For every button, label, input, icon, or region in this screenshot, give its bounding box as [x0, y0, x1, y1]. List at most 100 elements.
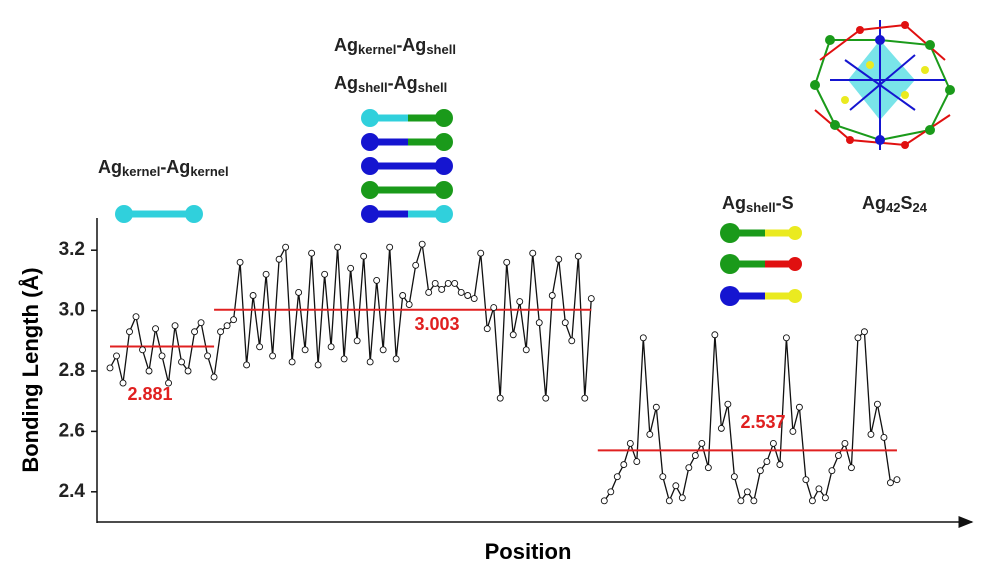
label-part: S	[900, 193, 912, 213]
data-point	[854, 334, 862, 342]
data-point	[483, 325, 491, 333]
data-point	[633, 458, 641, 466]
data-point	[171, 322, 179, 330]
bond-label: Agshell-S	[722, 193, 794, 216]
label-part: shell	[418, 80, 448, 95]
data-point	[587, 295, 595, 302]
label-part: Ag	[98, 157, 122, 177]
data-point	[217, 328, 225, 336]
data-point	[191, 328, 199, 336]
data-point	[425, 289, 433, 296]
data-point	[490, 304, 498, 312]
data-point	[204, 352, 212, 360]
data-point	[269, 352, 277, 360]
mean-label: 3.003	[414, 314, 459, 334]
data-point	[730, 473, 738, 481]
data-point	[126, 328, 133, 336]
mean-label: 2.881	[127, 384, 172, 404]
data-point	[672, 482, 680, 490]
data-point	[223, 322, 231, 330]
data-point	[353, 337, 361, 345]
data-point	[360, 252, 368, 260]
data-point	[867, 430, 875, 438]
data-point	[860, 328, 868, 336]
data-point	[522, 346, 530, 354]
data-point	[535, 319, 543, 327]
data-point	[275, 255, 283, 263]
data-point	[529, 249, 537, 257]
label-part: shell	[746, 200, 776, 215]
data-point	[880, 433, 888, 441]
data-point	[470, 295, 478, 302]
label-part: -Ag	[396, 35, 426, 55]
data-point	[165, 379, 172, 387]
data-point	[887, 479, 894, 487]
bond-icons	[115, 109, 802, 306]
mean-label: 2.537	[740, 412, 785, 432]
cluster-image	[810, 20, 955, 150]
data-point	[321, 270, 329, 278]
data-point	[236, 258, 244, 266]
data-point	[249, 292, 257, 299]
data-point	[691, 452, 699, 460]
data-point	[308, 249, 316, 257]
y-tick-label: 2.8	[59, 360, 85, 381]
label-part: kernel	[122, 164, 160, 179]
y-tick-label: 3.2	[59, 239, 85, 260]
data-point	[821, 494, 829, 502]
data-point	[295, 289, 303, 296]
data-point	[561, 319, 569, 327]
data-point	[659, 473, 667, 481]
data-point	[327, 343, 335, 351]
data-point	[607, 488, 615, 496]
data-point	[347, 264, 355, 272]
data-point	[678, 494, 686, 502]
label-part: kernel	[190, 164, 228, 179]
data-point	[386, 243, 394, 251]
data-point	[366, 358, 374, 366]
data-point	[379, 346, 387, 354]
data-point	[717, 424, 725, 432]
bond-label: Ag42S24	[862, 193, 928, 216]
label-part: Ag	[334, 73, 358, 93]
data-point	[613, 473, 621, 481]
bond-label: Agshell-Agshell	[334, 73, 447, 96]
data-point	[405, 301, 413, 309]
label-part: -Ag	[160, 157, 190, 177]
data-point	[581, 394, 589, 402]
data-point	[314, 361, 322, 369]
label-part: 24	[912, 200, 927, 215]
data-point	[626, 440, 634, 447]
data-point	[698, 440, 706, 447]
data-point	[197, 319, 205, 327]
data-point	[568, 337, 576, 345]
data-point	[178, 358, 185, 366]
data-point	[451, 279, 459, 287]
data-point	[444, 279, 452, 287]
data-point	[340, 355, 348, 363]
data-point	[763, 458, 771, 466]
data-point	[711, 331, 719, 339]
data-point	[288, 358, 296, 366]
data-point	[106, 364, 114, 372]
label-part: 42	[886, 200, 900, 215]
label-part: Ag	[334, 35, 358, 55]
label-part: -Ag	[388, 73, 418, 93]
data-point	[685, 464, 693, 472]
data-point	[639, 334, 647, 342]
data-point	[802, 476, 810, 484]
data-point	[646, 430, 654, 438]
label-part: shell	[358, 80, 388, 95]
data-point	[873, 400, 881, 408]
data-point	[418, 240, 426, 248]
label-part: -S	[776, 193, 794, 213]
data-point	[756, 467, 764, 475]
data-point	[652, 403, 660, 411]
data-point	[256, 343, 264, 351]
data-point	[893, 476, 901, 484]
data-point	[574, 252, 582, 260]
data-point	[373, 276, 381, 284]
data-point	[477, 249, 485, 257]
data-point	[132, 313, 140, 321]
data-point	[542, 394, 550, 402]
